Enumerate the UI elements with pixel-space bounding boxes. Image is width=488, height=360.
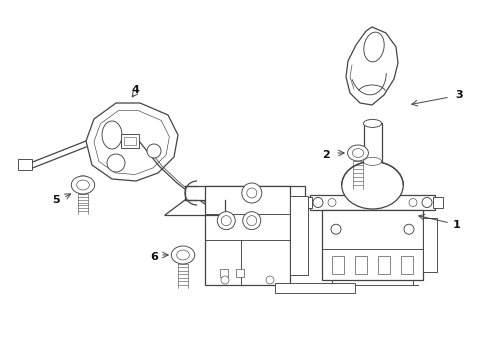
Ellipse shape (327, 198, 335, 207)
Ellipse shape (403, 224, 413, 234)
Ellipse shape (77, 180, 89, 190)
Ellipse shape (242, 212, 260, 230)
Ellipse shape (347, 145, 367, 161)
Ellipse shape (408, 198, 416, 207)
Text: 2: 2 (322, 150, 329, 160)
Text: 3: 3 (454, 90, 462, 100)
Bar (302, 197, 311, 208)
Ellipse shape (147, 144, 161, 158)
Bar (124, 137, 136, 145)
Ellipse shape (171, 246, 194, 264)
Ellipse shape (221, 216, 231, 226)
Bar (309, 195, 434, 210)
Bar (401, 256, 412, 274)
Ellipse shape (107, 154, 125, 172)
Ellipse shape (246, 216, 256, 226)
Bar (378, 256, 389, 274)
Bar (274, 283, 354, 293)
Bar (354, 256, 366, 274)
Bar (432, 197, 442, 208)
Text: 1: 1 (452, 220, 460, 230)
Bar (204, 186, 289, 285)
Bar (18, 159, 32, 170)
Ellipse shape (363, 32, 384, 62)
Bar (422, 218, 436, 272)
Polygon shape (346, 27, 397, 105)
Ellipse shape (221, 276, 228, 284)
Text: 6: 6 (150, 252, 158, 262)
Ellipse shape (352, 149, 363, 157)
Bar (184, 186, 305, 200)
Ellipse shape (71, 176, 95, 194)
Bar (363, 123, 381, 161)
Polygon shape (86, 103, 178, 181)
Ellipse shape (312, 198, 323, 207)
Bar (220, 269, 227, 277)
Ellipse shape (176, 250, 189, 260)
Ellipse shape (330, 224, 340, 234)
Text: 4: 4 (131, 85, 139, 95)
Ellipse shape (102, 121, 122, 149)
Bar (321, 210, 422, 280)
Text: 5: 5 (52, 195, 60, 205)
Ellipse shape (78, 180, 88, 190)
Bar (331, 256, 343, 274)
Ellipse shape (363, 120, 381, 127)
Ellipse shape (265, 276, 273, 284)
Ellipse shape (341, 161, 403, 209)
Ellipse shape (246, 188, 256, 198)
Bar (289, 196, 307, 275)
Ellipse shape (74, 176, 92, 194)
Bar (236, 269, 244, 277)
Ellipse shape (421, 198, 431, 207)
Ellipse shape (241, 183, 261, 203)
Ellipse shape (217, 212, 235, 230)
Ellipse shape (363, 157, 381, 165)
Bar (121, 134, 139, 148)
